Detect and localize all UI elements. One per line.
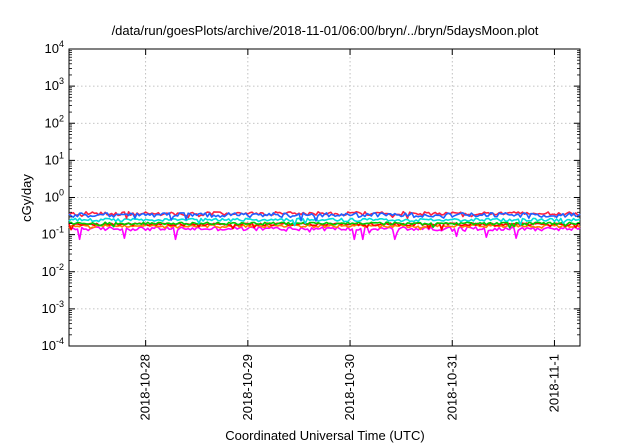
x-tick-label: 2018-10-29 <box>240 354 255 421</box>
grid-lines <box>69 49 580 346</box>
series-line <box>68 212 581 222</box>
y-tick-label: 100 <box>45 188 64 205</box>
y-axis-label: cGy/day <box>19 174 34 222</box>
series-line <box>68 217 581 227</box>
y-tick-label: 104 <box>45 39 64 56</box>
y-tick-label: 103 <box>45 76 64 93</box>
y-ticks: 104 103 102 101 100 10-1 10-2 10-3 10-4 <box>42 39 580 353</box>
series-line <box>68 226 581 241</box>
x-tick-label: 2018-10-30 <box>342 354 357 421</box>
series-line <box>68 221 581 229</box>
y-tick-label: 10-2 <box>42 262 64 279</box>
x-axis-label: Coordinated Universal Time (UTC) <box>225 428 424 443</box>
y-tick-label: 10-3 <box>42 299 64 316</box>
x-tick-label: 2018-10-28 <box>138 354 153 421</box>
x-tick-label: 2018-11-1 <box>546 354 561 412</box>
x-tick-label: 2018-10-31 <box>444 354 459 421</box>
y-tick-label: 10-1 <box>42 225 64 242</box>
series-lines <box>68 210 581 241</box>
chart-title: /data/run/goesPlots/archive/2018-11-01/0… <box>112 23 539 38</box>
y-tick-label: 102 <box>45 113 64 130</box>
x-ticks: 2018-10-28 2018-10-29 2018-10-30 2018-10-31… <box>138 49 561 421</box>
y-tick-label: 101 <box>45 150 64 167</box>
y-tick-label: 10-4 <box>42 336 64 353</box>
